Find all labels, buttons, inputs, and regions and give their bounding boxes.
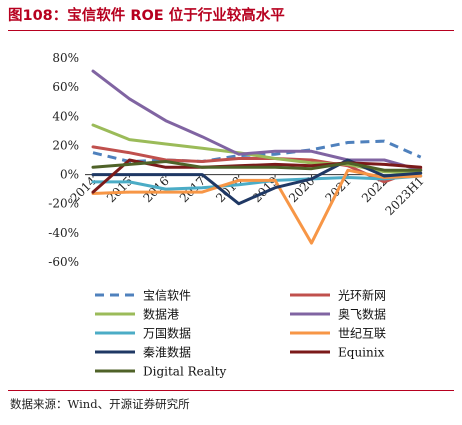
- figure-title: 图108：宝信软件 ROE 位于行业较高水平: [8, 8, 285, 24]
- series-line-5: [91, 168, 423, 245]
- y-tick-label: -40%: [48, 226, 79, 240]
- legend-label: 世纪互联: [338, 327, 386, 341]
- y-tick-label: -60%: [48, 255, 79, 269]
- legend-label: 秦淮数据: [143, 345, 191, 360]
- series-line-8: [91, 160, 423, 172]
- title-underline: [8, 30, 454, 31]
- y-tick-label: 80%: [52, 51, 79, 65]
- chart-series: [91, 69, 423, 245]
- legend-label: Equinix: [338, 346, 385, 360]
- y-tick-label: -20%: [48, 197, 79, 211]
- y-tick-label: 0%: [60, 168, 79, 182]
- y-tick-label: 60%: [52, 80, 79, 94]
- legend-label: 数据港: [143, 307, 179, 322]
- source-rule: [8, 390, 454, 391]
- y-tick-label: 40%: [52, 109, 79, 123]
- legend-label: Digital Realty: [143, 365, 227, 379]
- series-line-4: [91, 174, 423, 191]
- source-note: 数据来源：Wind、开源证券研究所: [10, 397, 190, 411]
- legend-label: 宝信软件: [143, 289, 191, 303]
- legend-label: 万国数据: [143, 326, 191, 341]
- legend-label: 奥飞数据: [338, 307, 386, 322]
- series-line-3: [91, 69, 423, 172]
- x-tick-label: 2018: [213, 174, 244, 205]
- y-tick-label: 20%: [52, 138, 79, 152]
- x-tick-label: 2019: [250, 174, 281, 205]
- legend-label: 光环新网: [338, 288, 386, 303]
